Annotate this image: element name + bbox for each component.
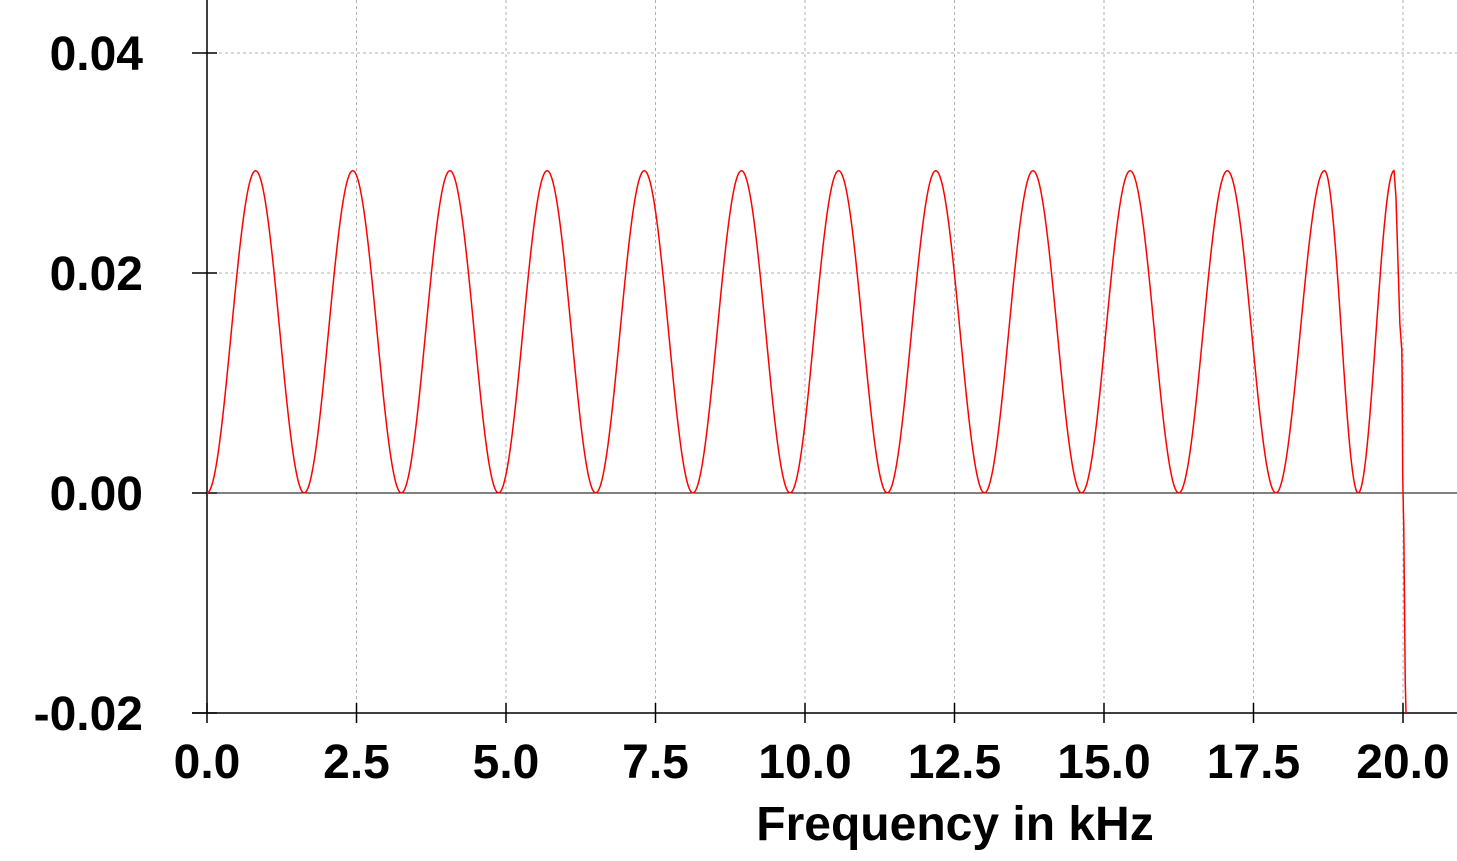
y-tick-label: 0.04 [50,28,144,81]
x-tick-label: 15.0 [1057,736,1150,789]
x-tick-label: 0.0 [174,736,241,789]
axes [192,0,1457,723]
grid [207,0,1457,713]
x-tick-label: 17.5 [1207,736,1300,789]
y-tick-label: 0.02 [50,248,143,301]
x-tick-label: 7.5 [622,736,689,789]
series-line [206,169,1407,714]
x-tick-label: 12.5 [908,736,1001,789]
x-axis-title: Frequency in kHz [756,798,1153,851]
x-tick-label: 20.0 [1356,736,1449,789]
series-layer [206,169,1407,714]
x-tick-label: 10.0 [758,736,851,789]
tick-labels: 0.0 2.5 5.0 7.5 10.0 12.5 15.0 17.5 20.0 -0.02 0.0… [34,28,1450,789]
x-tick-label: 5.0 [473,736,540,789]
y-tick-label: 0.00 [50,468,143,521]
x-tick-label: 2.5 [323,736,390,789]
y-tick-label: -0.02 [34,688,143,741]
